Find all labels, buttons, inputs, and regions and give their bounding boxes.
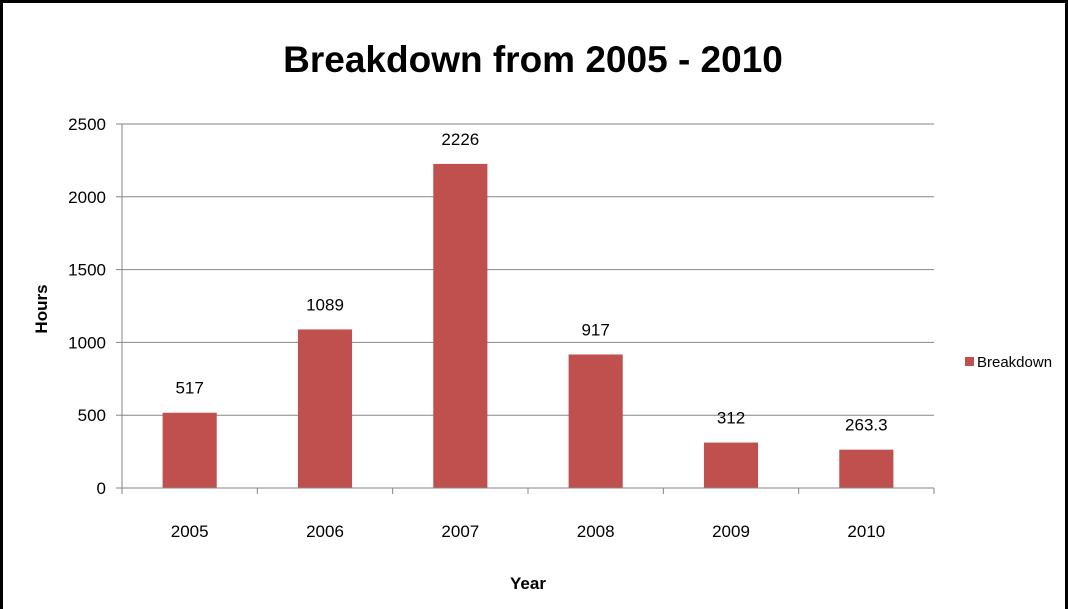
data-labels: 517 1089 2226 917 312 263.3 bbox=[175, 130, 887, 435]
y-tick-label: 2500 bbox=[68, 115, 106, 134]
data-label-2007: 2226 bbox=[441, 130, 479, 149]
bar-2009 bbox=[703, 442, 759, 488]
x-tick-label-2005: 2005 bbox=[171, 522, 209, 541]
y-axis-title: Hours bbox=[32, 284, 51, 333]
data-label-2006: 1089 bbox=[306, 295, 344, 314]
bar-2010 bbox=[839, 449, 894, 488]
y-tick-label: 1000 bbox=[68, 333, 106, 352]
x-axis-ticks: 2005 2006 2007 2008 2009 2010 bbox=[121, 488, 935, 541]
bar-2005 bbox=[162, 412, 217, 488]
data-label-2009: 312 bbox=[717, 409, 745, 428]
x-axis-title: Year bbox=[510, 574, 546, 593]
chart-title: Breakdown from 2005 - 2010 bbox=[283, 39, 783, 80]
y-tick-label: 1500 bbox=[68, 261, 106, 280]
x-tick-label-2010: 2010 bbox=[847, 522, 885, 541]
data-label-2010: 263.3 bbox=[845, 416, 888, 435]
gridlines bbox=[122, 123, 934, 416]
y-tick-label: 2000 bbox=[68, 188, 106, 207]
x-tick-label-2006: 2006 bbox=[306, 522, 344, 541]
legend-label-breakdown: Breakdown bbox=[977, 354, 1052, 371]
legend-swatch-breakdown bbox=[965, 357, 974, 366]
bar-2007 bbox=[433, 163, 488, 488]
x-tick-label-2007: 2007 bbox=[441, 522, 479, 541]
data-label-2008: 917 bbox=[581, 320, 609, 339]
x-tick-label-2009: 2009 bbox=[712, 522, 750, 541]
y-axis-ticks: 0 500 1000 1500 2000 2500 bbox=[68, 115, 122, 498]
data-label-2005: 517 bbox=[175, 379, 203, 398]
bar-2006 bbox=[297, 329, 353, 488]
legend: Breakdown bbox=[965, 354, 1052, 371]
bars bbox=[162, 163, 894, 488]
y-tick-label: 0 bbox=[97, 479, 106, 498]
chart-svg: Breakdown from 2005 - 2010 0 500 1000 1500 2… bbox=[32, 39, 1052, 593]
x-tick-label-2008: 2008 bbox=[577, 522, 615, 541]
y-tick-label: 500 bbox=[78, 406, 106, 425]
bar-2008 bbox=[568, 354, 623, 488]
